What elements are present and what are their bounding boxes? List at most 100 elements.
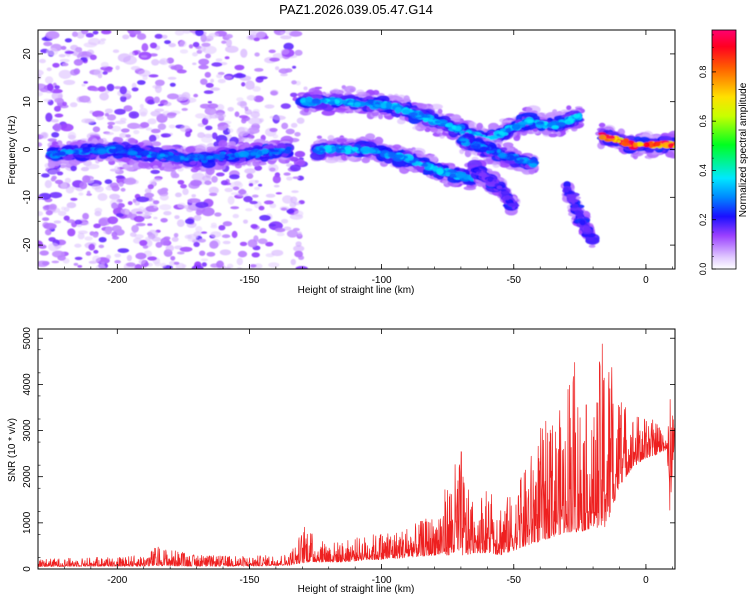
spectrogram-blob bbox=[280, 73, 288, 77]
spectrogram-blob bbox=[134, 200, 140, 206]
spectrogram-blob bbox=[273, 184, 280, 188]
spectrogram-blob bbox=[297, 175, 304, 181]
spectrogram-blob bbox=[98, 244, 105, 249]
spectrogram-blob bbox=[131, 224, 139, 233]
spectrogram-blob bbox=[134, 234, 144, 239]
spectrogram-blob bbox=[128, 30, 142, 35]
spectrogram-blob bbox=[131, 82, 137, 89]
spectrogram-blob bbox=[45, 112, 53, 123]
spectrogram-blob bbox=[61, 206, 66, 211]
spectrogram-blob bbox=[70, 197, 78, 201]
spectrogram-blob bbox=[192, 52, 198, 57]
spectrogram-blob bbox=[51, 132, 60, 138]
spectrogram-blob bbox=[114, 253, 122, 258]
spectrogram-blob bbox=[128, 111, 140, 119]
spectrogram-blob bbox=[192, 62, 197, 66]
spectrogram-blob bbox=[218, 140, 228, 148]
spectrogram-blob bbox=[114, 260, 121, 264]
spectrogram-blob bbox=[271, 249, 284, 257]
spectrogram-blob bbox=[147, 118, 157, 125]
spectrogram-blob bbox=[159, 153, 166, 157]
spectrogram-blob bbox=[112, 225, 122, 233]
spectrogram-blob bbox=[243, 219, 248, 224]
spectrogram-blob bbox=[459, 130, 465, 134]
spectrogram-blob bbox=[70, 165, 77, 172]
spectrogram-blob bbox=[280, 31, 285, 35]
spectrogram-blob bbox=[114, 120, 127, 125]
spectrogram-blob bbox=[148, 134, 157, 143]
spectrogram-blob bbox=[263, 200, 274, 205]
spectrogram-blob bbox=[49, 192, 63, 199]
spectrogram-blob bbox=[329, 96, 336, 102]
spectrogram-blob bbox=[140, 111, 147, 117]
spectrogram-blob bbox=[126, 254, 132, 262]
spectrogram-blob bbox=[283, 172, 291, 176]
spectrogram-blob bbox=[181, 107, 188, 111]
spectrogram-blob bbox=[152, 200, 160, 205]
spectrogram-blob bbox=[170, 255, 176, 261]
spectrogram-blob bbox=[272, 115, 286, 121]
spectrogram-blob bbox=[67, 228, 76, 237]
spectrogram-blob bbox=[81, 221, 90, 226]
spectrogram-blob bbox=[274, 227, 286, 233]
spectrogram-blob bbox=[209, 192, 218, 197]
spectrogram-blob bbox=[144, 192, 155, 198]
spectrogram-blob bbox=[123, 105, 133, 112]
spectrogram-blob bbox=[124, 209, 130, 216]
spectrogram-blob bbox=[297, 231, 303, 237]
spectrogram-blob bbox=[151, 59, 160, 66]
spectrogram-blob bbox=[205, 166, 215, 175]
spectrogram-blob bbox=[291, 190, 299, 194]
spectrogram-blob bbox=[201, 262, 207, 267]
spectrogram-blob bbox=[164, 40, 171, 45]
spectrogram-blob bbox=[193, 93, 199, 98]
spectrogram-blob bbox=[173, 64, 184, 71]
spectrogram-blob bbox=[193, 214, 202, 222]
spectrogram-blob bbox=[216, 73, 223, 79]
spectrogram-blob bbox=[150, 153, 158, 157]
spectrogram-blob bbox=[234, 64, 245, 71]
spectrogram-blob bbox=[170, 170, 177, 179]
spectrogram-blob bbox=[245, 80, 255, 90]
spectrogram-blob bbox=[139, 103, 144, 109]
spectrogram-blob bbox=[227, 107, 234, 112]
spectrogram-blob bbox=[131, 87, 139, 92]
spectrogram-blob bbox=[106, 254, 111, 260]
spectrogram-blob bbox=[77, 230, 88, 235]
spectrogram-blob bbox=[227, 195, 235, 205]
spectrogram-blob bbox=[111, 125, 122, 132]
spectrogram-blob bbox=[412, 126, 421, 130]
spectrogram-blob bbox=[53, 220, 62, 224]
spectrogram-blob bbox=[214, 112, 226, 119]
spectrogram-blob bbox=[234, 153, 240, 158]
spectrogram-blob bbox=[230, 206, 240, 210]
spectrogram-blob bbox=[160, 133, 172, 138]
spectrogram-blob bbox=[250, 111, 260, 118]
spectrogram-blob bbox=[291, 80, 297, 85]
spectrogram-blob bbox=[52, 62, 60, 68]
spectrogram-blob bbox=[285, 147, 292, 150]
spectrogram-blob bbox=[138, 259, 147, 265]
spectrogram-blob bbox=[217, 78, 226, 84]
spectrogram-blob bbox=[111, 202, 118, 209]
spectrogram-blob bbox=[74, 256, 83, 261]
spectrogram-blob bbox=[204, 71, 211, 78]
spectrogram-blob bbox=[39, 250, 49, 256]
spectrogram-blob bbox=[441, 180, 448, 184]
spectrogram-blob bbox=[135, 252, 147, 260]
spectrogram-blob bbox=[199, 250, 206, 256]
spectrogram-blob bbox=[286, 208, 295, 214]
spectrogram-blob bbox=[60, 182, 68, 189]
spectrogram-blob bbox=[77, 232, 85, 240]
spectrogram-blob bbox=[85, 251, 92, 256]
spectrogram-blob bbox=[81, 83, 86, 87]
spectrogram-blob bbox=[80, 57, 87, 60]
spectrogram-blob bbox=[44, 76, 54, 84]
spectrogram-blob bbox=[250, 264, 257, 268]
spectrogram-blob bbox=[69, 102, 78, 108]
spectrogram-blob bbox=[150, 128, 161, 134]
spectrogram-blob bbox=[119, 86, 128, 95]
spectrogram-blob bbox=[78, 192, 84, 196]
spectrogram-blob bbox=[209, 109, 217, 115]
